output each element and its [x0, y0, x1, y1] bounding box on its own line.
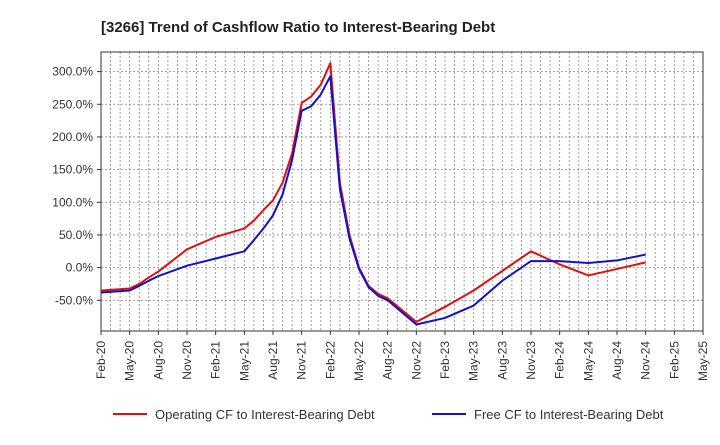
y-tick-label: 200.0%	[52, 130, 93, 144]
x-tick-label: Feb-22	[323, 341, 337, 379]
x-tick-label: Aug-22	[381, 341, 395, 380]
x-tick-label: May-21	[237, 341, 251, 381]
series-layer	[100, 62, 646, 326]
x-tick-label: May-22	[352, 341, 366, 381]
x-tick-label: Nov-20	[180, 341, 194, 380]
x-tick-label: Nov-23	[524, 341, 538, 380]
y-tick-label: 250.0%	[52, 97, 93, 111]
grid-layer	[100, 52, 704, 331]
y-tick-label: 0.0%	[66, 261, 94, 275]
chart-title: [3266] Trend of Cashflow Ratio to Intere…	[101, 19, 495, 36]
x-tick-label: Feb-20	[94, 341, 108, 379]
x-tick-label: May-20	[123, 341, 137, 381]
y-tick-label: 300.0%	[52, 65, 93, 79]
series-line-operating-cf	[100, 62, 646, 323]
x-tick-label: Feb-25	[667, 341, 681, 379]
x-tick-label: Feb-23	[438, 341, 452, 379]
y-tick-label: 50.0%	[59, 228, 93, 242]
x-tick-label: Aug-21	[266, 341, 280, 380]
y-tick-label: 100.0%	[52, 195, 93, 209]
axis-layer: 300.0% 250.0% 200.0% 150.0% 100.0% 50.0% 0.0% -…	[52, 51, 710, 381]
y-tick-label: -50.0%	[55, 293, 93, 307]
x-tick-label: Nov-21	[295, 341, 309, 380]
legend: Operating CF to Interest-Bearing Debt Fre…	[113, 407, 664, 422]
x-tick-label: Aug-24	[610, 341, 624, 380]
plot-frame	[100, 51, 704, 332]
x-tick-label: Feb-21	[209, 341, 223, 379]
x-tick-label: Aug-20	[151, 341, 165, 380]
x-tick-label: May-25	[696, 341, 710, 381]
x-tick-label: Feb-24	[553, 341, 567, 379]
x-tick-label: Aug-23	[495, 341, 509, 380]
x-tick-label: May-23	[467, 341, 481, 381]
legend-label-free-cf: Free CF to Interest-Bearing Debt	[474, 407, 664, 422]
y-tick-label: 150.0%	[52, 163, 93, 177]
x-tick-label: Nov-22	[409, 341, 423, 380]
legend-label-operating-cf: Operating CF to Interest-Bearing Debt	[155, 407, 375, 422]
series-line-free-cf	[100, 75, 646, 326]
x-tick-label: May-24	[581, 341, 595, 381]
x-tick-label: Nov-24	[639, 341, 653, 380]
